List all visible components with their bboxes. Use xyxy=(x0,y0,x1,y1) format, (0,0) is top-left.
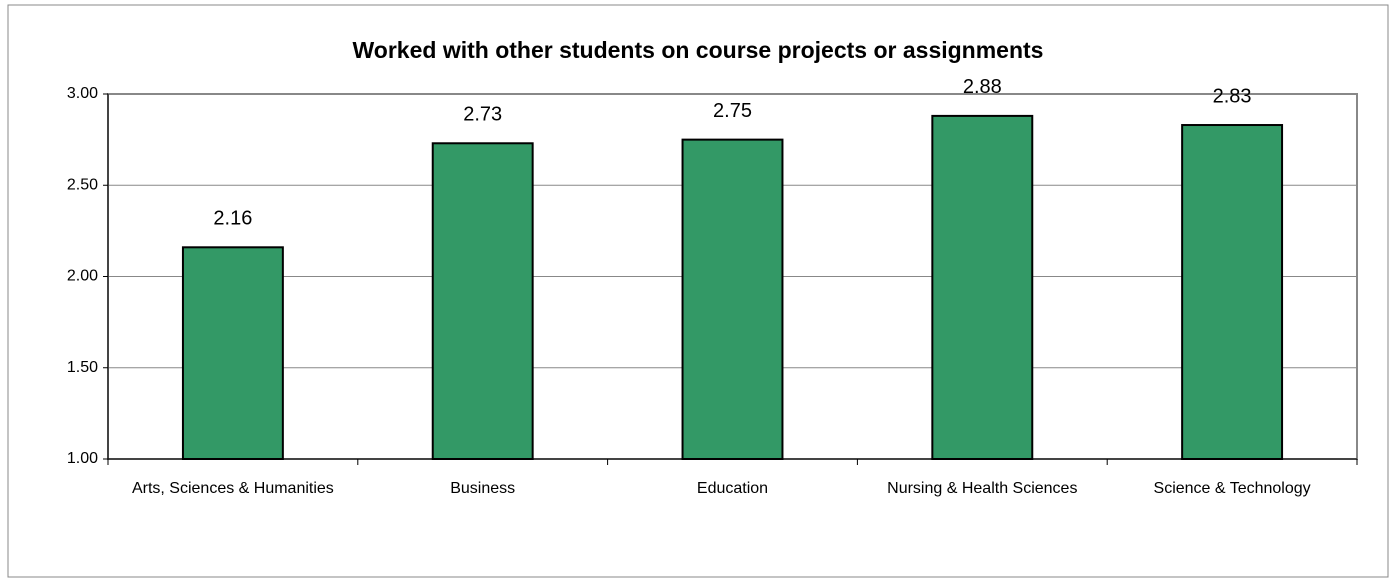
y-tick-label: 3.00 xyxy=(67,85,98,102)
data-label: 2.73 xyxy=(463,104,502,126)
bar xyxy=(931,114,1034,461)
x-tick-label: Business xyxy=(450,480,516,497)
data-label: 2.75 xyxy=(713,100,752,122)
x-tick-label: Education xyxy=(696,480,769,497)
y-tick-label: 2.00 xyxy=(67,268,98,285)
x-tick-label: Nursing & Health Sciences xyxy=(887,480,1078,497)
bar xyxy=(181,246,284,460)
x-tick-label: Arts, Sciences & Humanities xyxy=(131,480,334,497)
data-label: 2.83 xyxy=(1213,85,1252,107)
bar xyxy=(1181,124,1284,461)
data-label: 2.88 xyxy=(963,76,1002,98)
data-label: 2.16 xyxy=(213,208,252,230)
bar xyxy=(681,138,784,460)
bar xyxy=(431,142,534,460)
y-tick-label: 1.50 xyxy=(67,359,98,376)
y-tick-label: 1.00 xyxy=(67,450,98,467)
x-tick-label: Science & Technology xyxy=(1153,480,1311,497)
y-tick-label: 2.50 xyxy=(67,176,98,193)
chart-title: Worked with other students on course pro… xyxy=(353,37,1044,63)
